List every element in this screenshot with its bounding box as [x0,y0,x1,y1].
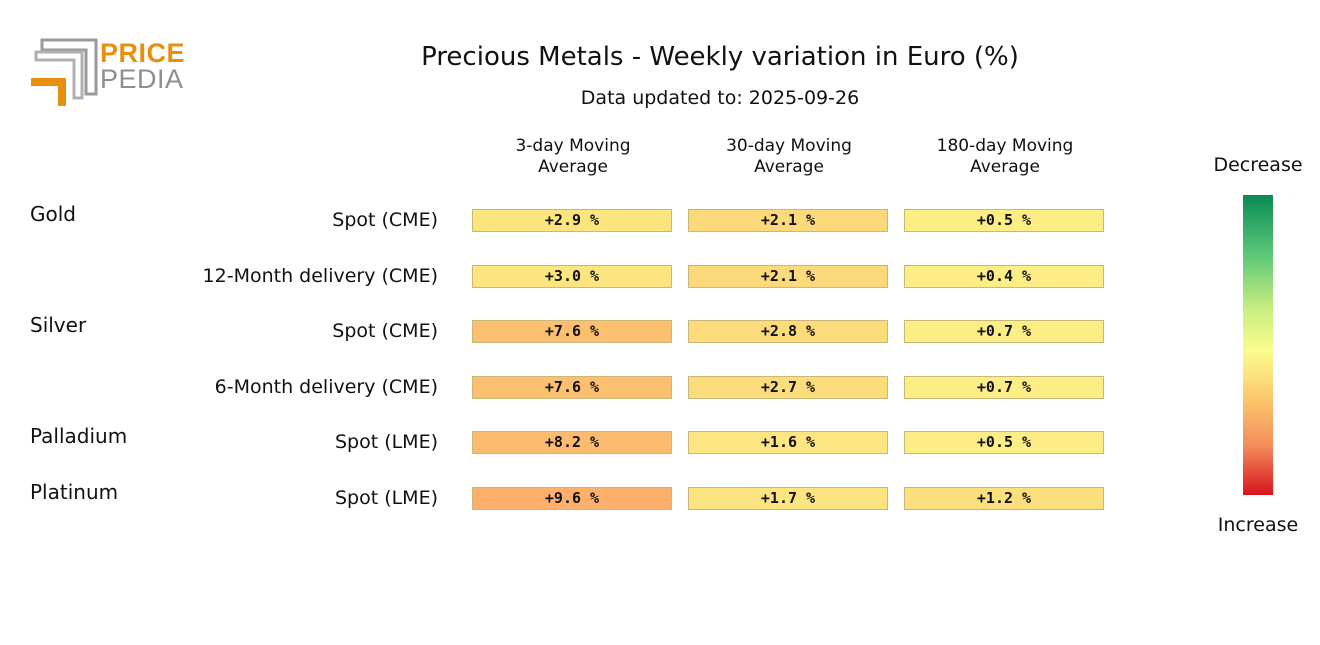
pricepedia-logo: PRICE PEDIA [28,36,188,112]
logo-word-price: PRICE [100,38,186,68]
heatmap-cell: +2.8 % [688,320,888,344]
heatmap-cell: +7.6 % [472,375,672,399]
heatmap-cell: +0.4 % [904,264,1104,288]
row-label: 12-Month delivery (CME) [202,264,438,287]
column-header-line: 180-day Moving [936,136,1074,156]
group-label: Palladium [30,424,128,449]
heatmap-cell: +1.7 % [688,487,888,510]
column-header-180day: 180-day Moving Average [904,136,1106,178]
heatmap-cell: +2.1 % [688,264,888,288]
heatmap-cell: +1.2 % [904,487,1104,510]
logo-word-pedia: PEDIA [100,64,184,94]
chart-title: Precious Metals - Weekly variation in Eu… [421,42,1019,72]
row-label: Spot (CME) [332,320,438,343]
heatmap-cell: +2.1 % [688,209,888,232]
legend-color-scale [1243,195,1273,495]
column-header-line: Average [754,157,824,177]
heatmap-cell: +1.6 % [688,431,888,455]
column-header-3day: 3-day Moving Average [472,136,674,178]
heatmap-cell: +2.9 % [472,209,672,232]
row-label: Spot (CME) [332,209,438,231]
column-header-line: 30-day Moving [726,136,852,156]
heatmap-cell: +0.7 % [904,375,1104,399]
group-label: Platinum [30,480,119,504]
column-header-line: Average [970,157,1040,177]
heatmap-cell: +9.6 % [472,487,672,510]
heatmap-cell: +3.0 % [472,264,672,288]
group-label: Silver [30,313,87,338]
heatmap-cell: +8.2 % [472,431,672,455]
column-header-30day: 30-day Moving Average [688,136,890,178]
row-label: Spot (LME) [334,487,438,509]
heatmap-cell: +0.7 % [904,320,1104,344]
heatmap-cell: +2.7 % [688,375,888,399]
legend-top-label: Decrease [1213,154,1303,176]
heatmap-cell: +7.6 % [472,320,672,344]
legend-bottom-label: Increase [1217,514,1299,536]
logo-mark-icon [31,38,98,106]
row-label: 6-Month delivery (CME) [214,375,438,398]
column-header-line: Average [538,157,608,177]
chart-subtitle: Data updated to: 2025-09-26 [580,87,860,109]
row-label: Spot (LME) [334,431,438,454]
heatmap-cell: +0.5 % [904,431,1104,455]
heatmap-cell: +0.5 % [904,209,1104,232]
column-header-line: 3-day Moving [515,136,631,156]
group-label: Gold [30,202,76,226]
